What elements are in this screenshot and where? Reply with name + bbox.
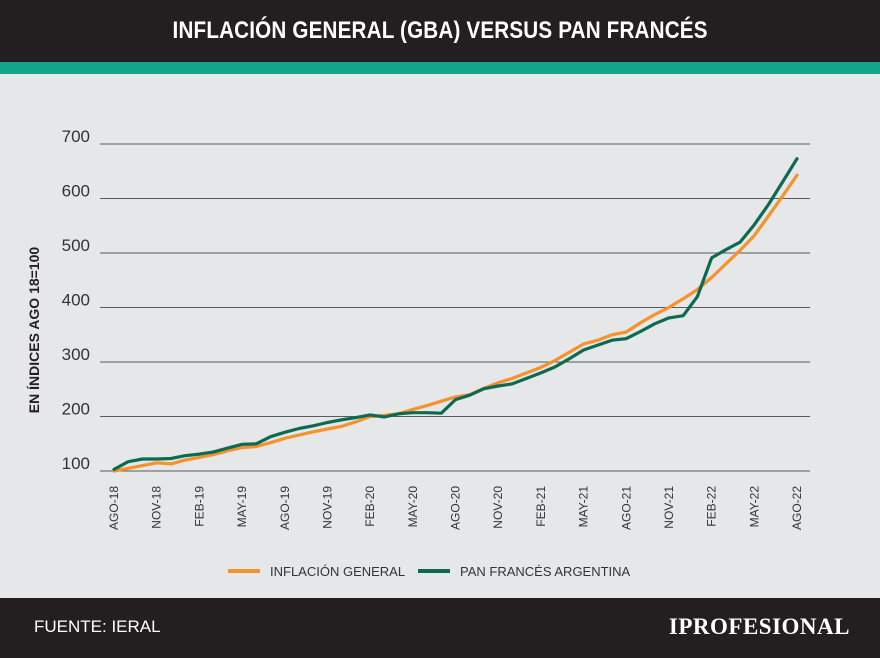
series-line-pan-franc-s-argentina (112, 157, 799, 471)
x-tick-label: AGO-21 (619, 486, 633, 530)
x-tick-label: NOV-20 (491, 486, 505, 529)
x-tick-label: MAY-22 (747, 486, 761, 528)
x-tick-label: AGO-19 (278, 486, 292, 530)
chart-title: INFLACIÓN GENERAL (GBA) VERSUS PAN FRANC… (172, 17, 708, 44)
chart-footer: FUENTE: IERAL IPROFESIONAL (0, 598, 880, 658)
y-axis-label: EN ÍNDICES AGO 18=100 (26, 247, 42, 414)
y-tick-label: 300 (62, 345, 90, 364)
y-tick-label: 700 (62, 127, 90, 146)
x-tick-label: FEB-21 (534, 486, 548, 527)
y-tick-label: 600 (62, 182, 90, 201)
x-tick-label: MAY-19 (235, 486, 249, 528)
series-line-inflaci-n-general (112, 173, 799, 473)
y-tick-label: 100 (62, 454, 90, 473)
legend-label: PAN FRANCÉS ARGENTINA (460, 564, 631, 579)
x-tick-label: NOV-19 (320, 486, 334, 529)
accent-bar (0, 62, 880, 74)
chart-panel: 100 200 300 400 500 600 700 AGO-18 NOV-18 FEB-19 M… (0, 74, 880, 598)
x-tick-label: FEB-19 (192, 486, 206, 527)
x-tick-label: AGO-20 (449, 486, 463, 530)
x-tick-label: AGO-22 (790, 486, 804, 530)
x-tick-label: MAY-20 (406, 486, 420, 528)
x-tick-label: FEB-20 (363, 486, 377, 527)
x-tick-label: FEB-22 (705, 486, 719, 527)
line-chart: 100 200 300 400 500 600 700 AGO-18 NOV-18 FEB-19 M… (26, 127, 810, 579)
chart-header: INFLACIÓN GENERAL (GBA) VERSUS PAN FRANC… (0, 0, 880, 62)
legend-label: INFLACIÓN GENERAL (270, 564, 405, 579)
x-tick-label: MAY-21 (577, 486, 591, 528)
y-tick-label: 400 (62, 291, 90, 310)
y-tick-label: 500 (62, 236, 90, 255)
x-tick-label: AGO-18 (107, 486, 121, 530)
source-note: FUENTE: IERAL (34, 617, 161, 636)
x-tick-label: NOV-18 (150, 486, 164, 529)
y-tick-label: 200 (62, 400, 90, 419)
brand-logo: IPROFESIONAL (668, 614, 850, 639)
x-tick-label: NOV-21 (662, 486, 676, 529)
